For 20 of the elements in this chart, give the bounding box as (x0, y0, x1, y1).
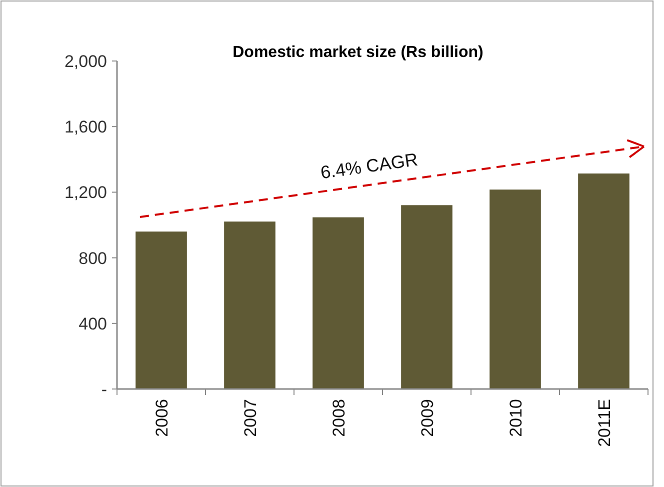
y-tick-label: 800 (78, 248, 107, 268)
chart-title: Domestic market size (Rs billion) (232, 44, 484, 61)
x-tick-label: 2011E (594, 399, 614, 447)
x-tick-label: 2008 (329, 399, 348, 437)
y-tick-label: 2,000 (64, 52, 107, 71)
y-tick-label: 400 (78, 314, 107, 334)
y-tick-label: 1,200 (64, 183, 107, 202)
bar (401, 205, 452, 389)
bar (490, 190, 541, 389)
annotation: 6.4% CAGR (319, 149, 420, 183)
x-tick-label: 2009 (418, 399, 437, 437)
x-tick-label: 2006 (152, 399, 172, 437)
y-tick-label: 1,600 (64, 118, 107, 137)
x-tick-label: 2007 (240, 399, 260, 437)
bar (224, 222, 276, 389)
y-tick-label: - (101, 380, 107, 399)
x-tick-label: 2010 (506, 399, 526, 437)
bar (312, 217, 364, 389)
bar (578, 174, 630, 389)
bar (136, 232, 187, 389)
